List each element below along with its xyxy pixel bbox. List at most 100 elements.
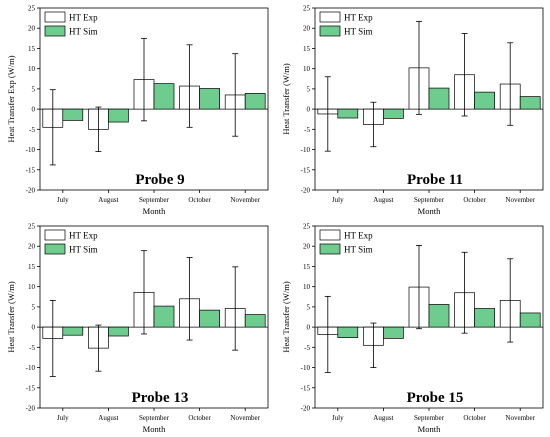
y-tick-label: -5 bbox=[304, 126, 310, 134]
y-tick-label: 5 bbox=[32, 303, 36, 311]
y-tick-label: -15 bbox=[301, 166, 311, 174]
bar-ht-sim bbox=[428, 304, 450, 328]
y-tick-label: 15 bbox=[303, 45, 311, 53]
legend-swatch-exp bbox=[319, 229, 341, 241]
y-tick-label: 0 bbox=[307, 324, 311, 332]
legend-label-exp: HT Exp bbox=[69, 231, 98, 241]
bar-ht-sim bbox=[62, 326, 84, 336]
y-tick-label: 15 bbox=[28, 45, 36, 53]
bar-ht-sim bbox=[383, 108, 404, 119]
bar-ht-sim bbox=[519, 312, 541, 328]
x-tick-label: August bbox=[373, 196, 393, 204]
legend-label-sim: HT Sim bbox=[344, 245, 373, 255]
x-axis-title: Month bbox=[418, 424, 441, 434]
x-tick-label: October bbox=[188, 196, 211, 204]
legend-label-sim: HT Sim bbox=[344, 27, 373, 37]
y-tick-label: -20 bbox=[26, 405, 36, 413]
chart-panel-1: -20 -15 -10 -5 0 5 10 15 20 25 July August September… bbox=[6, 5, 269, 216]
bar-ht-sim bbox=[62, 108, 84, 121]
y-tick-label: 0 bbox=[307, 106, 311, 114]
y-tick-label: -10 bbox=[26, 364, 36, 372]
bar-ht-sim bbox=[244, 314, 266, 328]
x-tick-label: October bbox=[188, 414, 211, 422]
legend-swatch-sim bbox=[319, 243, 341, 255]
x-tick-label: August bbox=[373, 414, 393, 422]
y-tick-label: 25 bbox=[28, 5, 36, 13]
legend-swatch-sim bbox=[319, 25, 341, 37]
y-tick-label: -15 bbox=[301, 384, 311, 392]
bar-ht-sim bbox=[244, 92, 266, 110]
y-axis-title: Heat Transfer Exp (W/m) bbox=[6, 55, 16, 142]
y-tick-label: 20 bbox=[303, 25, 311, 33]
x-tick-label: September bbox=[414, 196, 445, 204]
x-tick-label: October bbox=[463, 414, 486, 422]
y-tick-label: -5 bbox=[29, 344, 35, 352]
x-tick-label: November bbox=[505, 196, 535, 204]
legend-label-sim: HT Sim bbox=[69, 27, 98, 37]
y-tick-label: -15 bbox=[26, 384, 36, 392]
legend-swatch-exp bbox=[319, 11, 341, 23]
legend-label-exp: HT Exp bbox=[344, 13, 373, 23]
chart-panel-2: -20 -15 -10 -5 0 5 10 15 20 25 July August September… bbox=[281, 5, 544, 216]
bar-ht-sim bbox=[474, 308, 495, 328]
y-tick-label: 0 bbox=[32, 324, 36, 332]
probe-title: Probe 9 bbox=[135, 172, 184, 188]
x-axis-title: Month bbox=[143, 424, 166, 434]
x-tick-label: October bbox=[463, 196, 486, 204]
plot-frame bbox=[39, 7, 269, 191]
y-tick-label: 10 bbox=[28, 283, 36, 291]
y-tick-label: 15 bbox=[28, 263, 36, 271]
y-tick-label: 20 bbox=[303, 243, 311, 251]
y-axis-title: Heat Transfer (W/m) bbox=[281, 281, 291, 352]
x-tick-label: November bbox=[505, 414, 535, 422]
y-tick-label: 0 bbox=[32, 106, 36, 114]
chart-panel-3: -20 -15 -10 -5 0 5 10 15 20 25 July August September… bbox=[6, 223, 269, 434]
y-tick-label: 10 bbox=[303, 283, 311, 291]
x-tick-label: July bbox=[57, 414, 69, 422]
y-tick-label: 10 bbox=[28, 65, 36, 73]
y-tick-label: -15 bbox=[26, 166, 36, 174]
plot-frame bbox=[314, 225, 544, 409]
bar-ht-sim bbox=[108, 326, 129, 337]
bar-ht-sim bbox=[153, 305, 175, 328]
x-axis-title: Month bbox=[143, 206, 166, 216]
y-tick-label: -20 bbox=[26, 187, 36, 195]
x-axis-title: Month bbox=[418, 206, 441, 216]
y-tick-label: -5 bbox=[304, 344, 310, 352]
x-tick-label: July bbox=[332, 414, 344, 422]
y-tick-label: 20 bbox=[28, 243, 36, 251]
bar-ht-sim bbox=[519, 96, 541, 110]
legend-swatch-exp bbox=[44, 229, 66, 241]
plot-frame bbox=[39, 225, 269, 409]
x-tick-label: July bbox=[332, 196, 344, 204]
x-tick-label: November bbox=[230, 196, 260, 204]
bar-ht-sim bbox=[199, 88, 220, 110]
y-axis-title: Heat Transfer (W/m) bbox=[281, 63, 291, 134]
bar-ht-sim bbox=[474, 91, 495, 110]
probe-title: Probe 13 bbox=[132, 390, 189, 406]
x-tick-label: November bbox=[230, 414, 260, 422]
y-tick-label: -20 bbox=[301, 405, 311, 413]
y-tick-label: -10 bbox=[301, 146, 311, 154]
x-tick-label: September bbox=[139, 414, 170, 422]
legend-swatch-sim bbox=[44, 243, 66, 255]
bar-ht-sim bbox=[108, 108, 129, 123]
bar-ht-sim bbox=[337, 326, 359, 338]
x-tick-label: August bbox=[98, 196, 118, 204]
y-tick-label: -20 bbox=[301, 187, 311, 195]
x-tick-label: September bbox=[414, 414, 445, 422]
bar-ht-sim bbox=[153, 83, 175, 110]
y-tick-label: 25 bbox=[303, 223, 311, 231]
x-tick-label: July bbox=[57, 196, 69, 204]
y-tick-label: 5 bbox=[307, 85, 311, 93]
bar-ht-sim bbox=[199, 309, 220, 328]
y-tick-label: 10 bbox=[303, 65, 311, 73]
probe-title: Probe 15 bbox=[407, 390, 464, 406]
chart-panel-4: -20 -15 -10 -5 0 5 10 15 20 25 July August September… bbox=[281, 223, 544, 434]
legend-swatch-sim bbox=[44, 25, 66, 37]
y-tick-label: -10 bbox=[301, 364, 311, 372]
y-tick-label: 15 bbox=[303, 263, 311, 271]
legend-swatch-exp bbox=[44, 11, 66, 23]
bar-ht-sim bbox=[383, 326, 404, 339]
